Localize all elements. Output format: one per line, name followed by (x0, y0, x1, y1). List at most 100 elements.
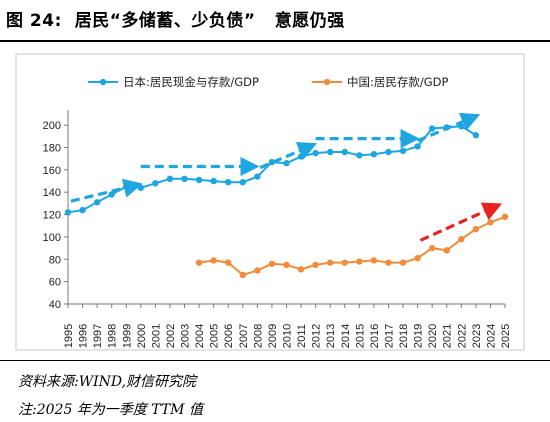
y-tick-label: 180 (43, 143, 61, 155)
x-tick-label: 2005 (209, 324, 221, 348)
data-point (399, 259, 407, 266)
x-tick-label: 2023 (471, 324, 483, 348)
x-tick-label: 2017 (383, 324, 395, 348)
data-point (268, 260, 276, 267)
data-point (312, 149, 319, 157)
data-point (472, 225, 480, 233)
x-tick-label: 2020 (427, 324, 439, 348)
data-point (356, 152, 363, 159)
data-point (428, 244, 436, 252)
data-point (239, 271, 246, 279)
axes: 40 60 80 100 120 140 160 180 200 1995 1997 1999 2001… (43, 110, 512, 348)
blue-trend-arrow (70, 178, 143, 203)
data-point (458, 235, 465, 243)
data-point (283, 261, 290, 269)
data-point (370, 151, 378, 158)
x-tick-label: 2016 (369, 324, 381, 348)
x-tick-label: 2013 (325, 324, 337, 348)
x-tick-label: 2021 (442, 324, 454, 348)
x-tick-label: 2010 (282, 324, 294, 348)
x-tick-label: 2011 (296, 324, 308, 348)
x-tick-label: 2025 (500, 324, 512, 348)
data-point (399, 147, 407, 155)
x-tick-label: 2015 (354, 324, 366, 348)
y-tick-label: 60 (49, 277, 61, 289)
trend-arrows (70, 112, 503, 242)
y-tick-label: 80 (49, 254, 61, 266)
data-point (443, 124, 450, 131)
x-tick-label: 2009 (267, 324, 279, 348)
data-point (487, 219, 494, 226)
legend-label: 日本:居民现金与存款/GDP (123, 75, 259, 89)
plot-frame (15, 53, 525, 351)
data-point (181, 175, 188, 183)
data-point (225, 178, 232, 186)
data-point (239, 178, 246, 186)
x-tick-label: 2022 (456, 324, 468, 348)
data-point (312, 261, 319, 269)
x-tick-label: 2002 (165, 324, 177, 348)
legend-item: 中国:居民存款/GDP (312, 75, 449, 89)
y-tick-label: 100 (43, 232, 61, 244)
figure-title: 图 24: 居民“多储蓄、少负债” 意愿仍强 (6, 11, 345, 31)
data-point (108, 191, 115, 198)
data-point (501, 213, 509, 221)
data-point (472, 132, 480, 139)
legend-item: 日本:居民现金与存款/GDP (88, 75, 259, 89)
footer-divider (0, 360, 550, 361)
data-point (210, 257, 217, 264)
y-tick-label: 120 (43, 210, 61, 222)
data-point (210, 177, 217, 185)
y-tick-label: 140 (43, 187, 61, 199)
x-tick-label: 1998 (107, 324, 119, 348)
data-point (385, 148, 392, 156)
x-tick-label: 2001 (150, 324, 162, 348)
x-tick-label: 2019 (413, 324, 425, 348)
data-point (341, 259, 348, 266)
legend-swatch-marker (99, 78, 107, 86)
x-tick-label: 2004 (194, 324, 206, 348)
data-point (370, 257, 378, 264)
legend: 日本:居民现金与存款/GDP 中国:居民存款/GDP (88, 75, 449, 89)
legend-label: 中国:居民存款/GDP (347, 75, 449, 89)
footnote: 注:2025 年为一季度 TTM 值 (18, 402, 203, 418)
data-point (254, 267, 261, 274)
data-point (458, 123, 465, 130)
x-tick-label: 1999 (121, 324, 133, 348)
data-point (297, 153, 305, 160)
data-point (356, 258, 363, 265)
x-tick-label: 2008 (252, 324, 264, 348)
data-point (327, 259, 334, 266)
data-point (414, 254, 421, 262)
x-tick-label: 2014 (340, 324, 352, 348)
x-tick-label: 2012 (311, 324, 323, 348)
series-line (67, 125, 477, 214)
data-point (195, 176, 203, 184)
data-point (254, 173, 261, 180)
title-divider (0, 40, 550, 42)
x-tick-label: 2003 (180, 324, 192, 348)
x-tick-label: 2024 (485, 324, 497, 348)
x-tick-label: 2006 (223, 324, 235, 348)
legend-swatch-marker (323, 78, 331, 86)
series-layer (64, 123, 509, 279)
source-note: 资料来源:WIND,财信研究院 (18, 374, 197, 390)
y-tick-label: 40 (49, 299, 61, 311)
y-tick-label: 200 (43, 120, 61, 132)
data-point (64, 209, 72, 216)
red-trend-arrow (419, 202, 503, 242)
data-point (195, 259, 203, 266)
series-china (195, 213, 509, 279)
data-point (268, 158, 276, 166)
x-tick-label: 1997 (92, 324, 104, 348)
series-japan (64, 123, 480, 216)
data-point (414, 143, 421, 150)
data-point (283, 159, 290, 167)
x-tick-label: 1995 (63, 324, 75, 348)
series-line (198, 215, 506, 277)
data-point (443, 247, 450, 254)
data-point (93, 199, 101, 206)
line-chart: 40 60 80 100 120 140 160 180 200 1995 1997 1999 2001… (15, 53, 525, 351)
y-tick-label: 160 (43, 165, 61, 177)
x-tick-label: 2000 (136, 324, 148, 348)
